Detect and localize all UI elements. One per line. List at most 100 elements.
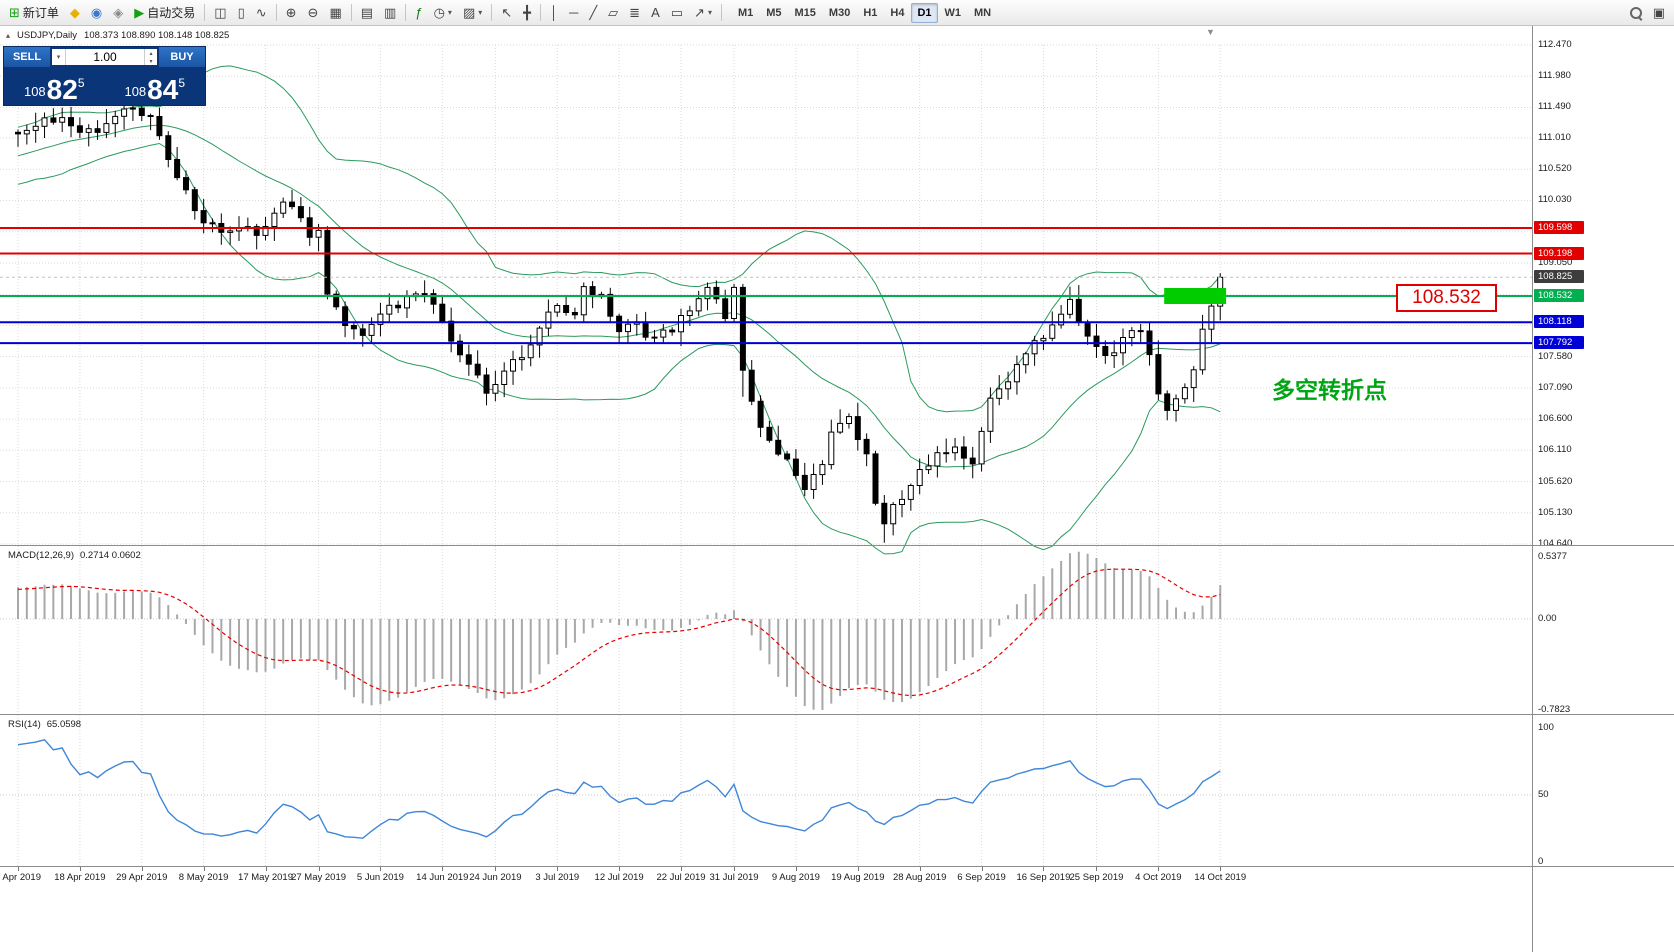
rsi-axis-label: 100 — [1538, 722, 1554, 733]
timeframe-m5-button[interactable]: M5 — [766, 6, 782, 19]
alerts-icon: ◈ — [113, 5, 124, 20]
chart-title: ▴ USDJPY,Daily 108.373 108.890 108.148 1… — [6, 30, 229, 41]
search-icon — [1629, 6, 1642, 19]
new-order-button[interactable]: ⊞ 新订单 — [4, 2, 64, 24]
date-axis-label[interactable]: 17 May 2019 — [238, 872, 293, 883]
date-axis-label[interactable]: 29 Apr 2019 — [116, 872, 168, 883]
volume-dropdown-icon[interactable]: ▾ — [52, 49, 66, 65]
price-annotation-box[interactable]: 108.532 — [1396, 284, 1497, 312]
date-axis-tick — [795, 867, 797, 871]
bar-chart-button[interactable]: ◫ — [209, 2, 231, 24]
date-axis-label[interactable]: 24 Jun 2019 — [469, 872, 522, 883]
date-axis-label[interactable]: 8 May 2019 — [178, 872, 229, 883]
auto-arrange-button[interactable]: ▦ — [324, 2, 346, 24]
timeframe-d1-button[interactable]: D1 — [911, 2, 938, 23]
horizontal-line-button[interactable]: ─ — [564, 2, 583, 24]
zoom-out-button[interactable]: ⊖ — [303, 2, 324, 24]
date-axis-label[interactable]: 31 Jul 2019 — [709, 872, 759, 883]
zoom-in-button[interactable]: ⊕ — [281, 2, 302, 24]
date-axis-label[interactable]: 18 Apr 2019 — [54, 872, 106, 883]
indicators-button[interactable]: ƒ — [410, 2, 427, 24]
arrow-tools-button[interactable]: ↗ ▾ — [689, 2, 717, 24]
candlestick-chart-button[interactable]: ▯ — [233, 2, 250, 24]
panel-separator[interactable] — [0, 714, 1674, 715]
auto-trading-button[interactable]: ▶ 自动交易 — [129, 2, 200, 24]
timeframe-mn-button[interactable]: MN — [974, 6, 992, 19]
date-axis-label[interactable]: 14 Jun 2019 — [416, 872, 469, 883]
date-axis-label[interactable]: 27 May 2019 — [291, 872, 347, 883]
volume-spinner[interactable]: ▴ ▾ — [144, 49, 157, 65]
date-axis-label[interactable]: 5 Jun 2019 — [356, 872, 404, 883]
chart-window: ▴ USDJPY,Daily 108.373 108.890 108.148 1… — [0, 26, 1674, 952]
vertical-line-icon: │ — [549, 5, 559, 20]
timeframe-m30-button[interactable]: M30 — [828, 6, 851, 19]
trendline-icon: ╱ — [589, 5, 598, 20]
sell-price[interactable]: 108 82 5 — [4, 67, 105, 105]
equidistant-channel-button[interactable]: ▱ — [603, 2, 623, 24]
spinner-down-icon[interactable]: ▾ — [149, 58, 153, 65]
symbol-period-label: USDJPY,Daily — [17, 30, 78, 41]
date-axis-label[interactable]: 22 Jul 2019 — [656, 872, 706, 883]
crosshair-button[interactable]: ╋ — [518, 2, 536, 24]
date-axis-label[interactable]: 6 Sep 2019 — [957, 872, 1006, 883]
date-axis-label[interactable]: 3 Jul 2019 — [535, 872, 580, 883]
scroll-to-end-marker-icon[interactable]: ▼ — [1206, 27, 1215, 37]
date-axis-label[interactable]: 9 Aug 2019 — [771, 872, 820, 883]
toolbar-separator — [405, 4, 407, 21]
timeframe-h1-button[interactable]: H1 — [863, 6, 878, 19]
alerts-button[interactable]: ◈ — [108, 2, 128, 24]
vertical-line-button[interactable]: │ — [545, 2, 563, 24]
collapse-panel-icon[interactable]: ▴ — [6, 31, 11, 40]
timeframe-m15-button[interactable]: M15 — [794, 6, 816, 19]
timeframe-m1-button[interactable]: M1 — [737, 6, 754, 19]
date-axis-label[interactable]: 9 Apr 2019 — [0, 872, 41, 883]
date-axis-label[interactable]: 12 Jul 2019 — [594, 872, 644, 883]
profiles-button[interactable]: ◆ — [65, 2, 85, 24]
price-axis-label: 105.620 — [1538, 475, 1573, 487]
data-window-button[interactable]: ▣ — [1648, 2, 1670, 24]
date-axis-tick — [557, 867, 559, 871]
zoom-in-icon: ⊕ — [285, 5, 297, 20]
templates-button[interactable]: ▨ ▾ — [458, 2, 487, 24]
date-axis-tick — [380, 867, 382, 871]
search-button[interactable] — [1625, 2, 1647, 24]
timeframe-w1-button[interactable]: W1 — [944, 6, 962, 19]
date-axis-label[interactable]: 25 Sep 2019 — [1069, 872, 1124, 883]
auto-arrange-icon: ▦ — [329, 5, 342, 20]
buy-button[interactable]: BUY — [159, 47, 205, 67]
date-axis-tick — [1158, 867, 1160, 871]
sell-button[interactable]: SELL — [4, 47, 50, 67]
price-axis[interactable]: 112.470 111.980 111.490 111.010 110.520 110.0… — [1532, 26, 1674, 952]
macd-values: 0.2714 0.0602 — [80, 550, 141, 561]
volume-input[interactable]: 1.00 — [93, 50, 117, 64]
text-button[interactable]: A — [646, 2, 665, 24]
date-axis-label[interactable]: 4 Oct 2019 — [1135, 872, 1182, 883]
buy-price[interactable]: 108 84 5 — [105, 67, 206, 105]
buy-price-sup: 5 — [178, 76, 186, 90]
price-axis-label: 104.640 — [1538, 538, 1573, 549]
turning-point-label[interactable]: 多空转折点 — [1272, 377, 1387, 403]
profiles-icon: ◆ — [69, 5, 80, 20]
date-axis-label[interactable]: 28 Aug 2019 — [892, 872, 947, 883]
market-watch-button[interactable]: ◉ — [86, 2, 107, 24]
date-axis-label[interactable]: 16 Sep 2019 — [1016, 872, 1071, 883]
trendline-button[interactable]: ╱ — [584, 2, 602, 24]
panel-separator[interactable] — [0, 545, 1674, 546]
tile-windows-button[interactable]: ▤ — [356, 2, 378, 24]
date-axis-label[interactable]: 19 Aug 2019 — [831, 872, 885, 883]
line-chart-button[interactable]: ∿ — [251, 2, 272, 24]
periods-button[interactable]: ◷ ▾ — [429, 2, 457, 24]
price-badge: 109.598 — [1534, 221, 1584, 235]
timeframe-h4-button[interactable]: H4 — [890, 6, 905, 19]
text-label-button[interactable]: ▭ — [666, 2, 688, 24]
price-badge: 109.198 — [1534, 246, 1584, 260]
cascade-windows-button[interactable]: ▥ — [379, 2, 401, 24]
price-chart-canvas[interactable] — [0, 26, 1532, 952]
cursor-button[interactable]: ↖ — [496, 2, 517, 24]
fibonacci-button[interactable]: ≣ — [624, 2, 645, 24]
date-axis-label[interactable]: 14 Oct 2019 — [1194, 872, 1247, 883]
cascade-windows-icon: ▥ — [384, 5, 397, 20]
text-icon: A — [651, 5, 660, 20]
spinner-up-icon[interactable]: ▴ — [149, 50, 153, 57]
sell-price-big: 82 — [46, 74, 78, 106]
